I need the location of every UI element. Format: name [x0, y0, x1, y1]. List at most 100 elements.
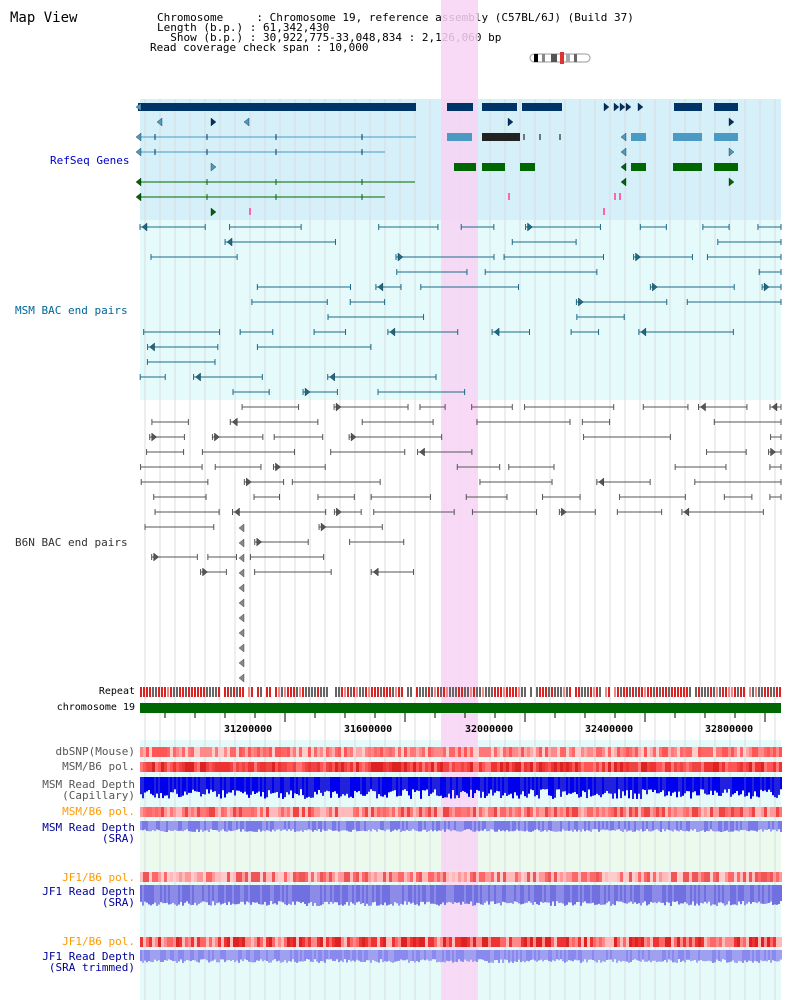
repeat-element	[560, 687, 562, 697]
repeat-element	[260, 687, 262, 697]
jf1-depth-trim-bar	[404, 950, 406, 961]
msm-pol-strip	[302, 762, 305, 772]
msm-depth-capillary-bar	[294, 777, 296, 794]
repeat-element	[185, 687, 187, 697]
msm-depth-capillary-bar	[426, 777, 428, 790]
dbsnp-strip	[473, 747, 476, 757]
jf1-depth-trim-bar	[328, 950, 330, 960]
dbsnp-strip	[590, 747, 593, 757]
jf1-depth-trim-bar	[180, 950, 182, 960]
msm-depth-sra-bar	[208, 821, 210, 832]
msm-depth-capillary-bar	[210, 777, 212, 790]
repeat-element	[653, 687, 655, 697]
msm-depth-capillary-bar	[260, 777, 262, 797]
msm-depth-sra-bar	[758, 821, 760, 830]
jf1-depth-trim-bar	[164, 950, 166, 961]
row-label-msm-pol-1: MSM/B6 pol.	[62, 760, 135, 773]
jf1-pol2-strip	[527, 937, 530, 947]
msm-depth-capillary-bar	[744, 777, 746, 797]
msm-depth-sra-bar	[142, 821, 144, 831]
dbsnp-strip	[620, 747, 623, 757]
jf1-depth-trim-bar	[280, 950, 282, 963]
dbsnp-strip	[593, 747, 596, 757]
jf1-depth-trim-bar	[330, 950, 332, 960]
jf1-depth-trim-bar	[756, 950, 758, 962]
jf1-pol2-strip	[383, 937, 386, 947]
msm-pol-strip	[647, 762, 650, 772]
jf1-depth-sra-bar	[582, 885, 584, 903]
jf1-pol-strip	[146, 872, 149, 882]
msm-pol-strip	[404, 762, 407, 772]
axis-tick-label: 32000000	[465, 724, 514, 735]
msm-depth-sra-bar	[344, 821, 346, 831]
repeat-element	[293, 687, 295, 697]
msm-depth-sra-bar	[666, 821, 668, 830]
msm-pol2-strip	[392, 807, 395, 817]
repeat-element	[302, 687, 304, 697]
track-label-msm-bac[interactable]: MSM BAC end pairs	[15, 304, 128, 317]
jf1-depth-trim-bar	[224, 950, 226, 963]
msm-depth-sra-bar	[434, 821, 436, 831]
jf1-depth-sra-bar	[402, 885, 404, 905]
jf1-depth-trim-bar	[228, 950, 230, 960]
jf1-pol2-strip	[152, 937, 155, 947]
jf1-pol-strip	[725, 872, 728, 882]
repeat-element	[542, 687, 544, 697]
strand-arrow	[640, 327, 647, 337]
msm-depth-capillary-bar	[656, 777, 658, 794]
msm-depth-capillary-bar	[430, 777, 432, 794]
jf1-depth-sra-bar	[324, 885, 326, 902]
jf1-depth-trim-bar	[186, 950, 188, 960]
jf1-pol-strip	[164, 872, 167, 882]
ideogram-band	[574, 54, 577, 62]
repeat-element	[680, 687, 682, 697]
strand-arrow	[214, 432, 220, 442]
jf1-pol-strip	[533, 872, 536, 882]
jf1-depth-sra-bar	[404, 885, 406, 902]
repeat-element	[536, 687, 538, 697]
jf1-depth-trim-bar	[294, 950, 296, 962]
msm-depth-sra-bar	[636, 821, 638, 830]
msm-depth-capillary-bar	[622, 777, 624, 792]
jf1-depth-sra-bar	[390, 885, 392, 905]
msm-depth-capillary-bar	[632, 777, 634, 799]
dbsnp-strip	[458, 747, 461, 757]
msm-pol2-strip	[704, 807, 707, 817]
msm-pol2-strip	[671, 807, 674, 817]
jf1-pol-strip	[263, 872, 266, 882]
jf1-pol2-strip	[293, 937, 296, 947]
jf1-pol-strip	[407, 872, 410, 882]
track-label-b6n-bac[interactable]: B6N BAC end pairs	[15, 536, 128, 549]
jf1-depth-trim-bar	[612, 950, 614, 962]
msm-pol2-strip	[530, 807, 533, 817]
dbsnp-strip	[629, 747, 632, 757]
msm-depth-sra-bar	[624, 821, 626, 830]
dbsnp-strip	[452, 747, 455, 757]
msm-pol2-strip	[632, 807, 635, 817]
jf1-pol2-strip	[641, 937, 644, 947]
repeat-element	[281, 687, 283, 697]
dbsnp-strip	[389, 747, 392, 757]
repeat-element	[740, 687, 742, 697]
msm-pol2-strip	[617, 807, 620, 817]
msm-depth-capillary-bar	[362, 777, 364, 796]
track-label-refseq[interactable]: RefSeq Genes	[50, 154, 130, 167]
jf1-depth-trim-bar	[614, 950, 616, 960]
msm-depth-sra-bar	[674, 821, 676, 830]
repeat-element	[524, 687, 526, 697]
jf1-depth-sra-bar	[424, 885, 426, 905]
msm-depth-capillary-bar	[472, 777, 474, 798]
msm-depth-sra-bar	[148, 821, 150, 832]
jf1-depth-sra-bar	[490, 885, 492, 902]
msm-pol2-strip	[272, 807, 275, 817]
dbsnp-strip	[158, 747, 161, 757]
msm-pol-strip	[308, 762, 311, 772]
msm-depth-capillary-bar	[642, 777, 644, 790]
jf1-pol-strip	[650, 872, 653, 882]
msm-depth-sra-bar	[698, 821, 700, 832]
dbsnp-strip	[386, 747, 389, 757]
jf1-depth-sra-bar	[568, 885, 570, 903]
msm-depth-capillary-bar	[410, 777, 412, 799]
jf1-depth-sra-bar	[272, 885, 274, 905]
